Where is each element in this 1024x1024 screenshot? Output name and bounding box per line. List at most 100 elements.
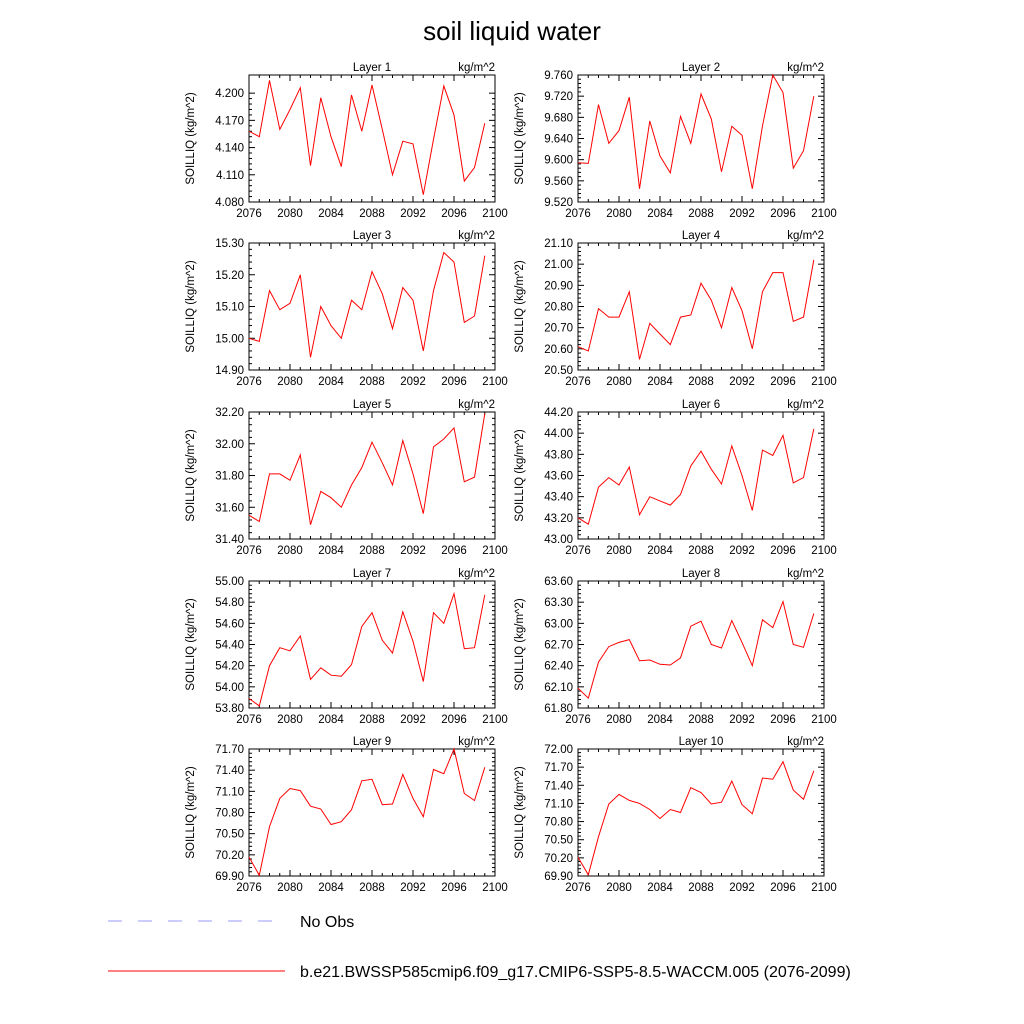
x-tick-label: 2080	[606, 545, 632, 557]
panel-layer-2: Layer 2 kg/m^2 SOILLIQ (kg/m^2) 2076 2080 208…	[514, 62, 837, 220]
y-tick-label: 43.40	[544, 492, 573, 504]
y-tick-label: 63.60	[544, 576, 573, 588]
x-tick-label: 2088	[359, 545, 385, 557]
panel-units: kg/m^2	[458, 736, 495, 748]
x-tick-label: 2084	[318, 376, 344, 388]
panel-title: Layer 3	[353, 230, 391, 242]
y-tick-label: 15.10	[215, 302, 244, 314]
y-tick-label: 44.20	[544, 407, 573, 419]
y-tick-label: 54.00	[215, 682, 244, 694]
y-tick-label: 54.60	[215, 618, 244, 630]
y-tick-label: 70.50	[215, 829, 244, 841]
y-tick-label: 71.40	[215, 765, 244, 777]
x-tick-label: 2088	[359, 208, 385, 220]
x-tick-label: 2092	[729, 376, 755, 388]
x-tick-label: 2084	[318, 714, 344, 726]
y-tick-label: 71.10	[215, 786, 244, 798]
x-tick-label: 2096	[441, 376, 467, 388]
y-axis-label: SOILLIQ (kg/m^2)	[514, 92, 526, 184]
y-tick-label: 4.110	[216, 170, 244, 182]
series-line-model	[577, 599, 815, 700]
panel-units: kg/m^2	[787, 568, 824, 580]
series-line-model	[248, 80, 486, 195]
y-tick-label: 70.80	[215, 808, 244, 820]
y-tick-label: 54.80	[215, 597, 244, 609]
panel-title: Layer 2	[682, 62, 720, 74]
y-tick-label: 9.560	[544, 176, 573, 188]
y-tick-label: 9.720	[544, 91, 573, 103]
panel-units: kg/m^2	[458, 62, 495, 74]
x-tick-label: 2088	[359, 714, 385, 726]
y-tick-label: 31.80	[215, 471, 244, 483]
x-tick-label: 2076	[236, 714, 262, 726]
y-tick-label: 62.40	[544, 661, 573, 673]
y-tick-label: 63.00	[544, 618, 573, 630]
legend-model-label: b.e21.BWSSP585cmip6.f09_g17.CMIP6-SSP5-8…	[300, 964, 851, 981]
x-tick-label: 2096	[770, 714, 796, 726]
x-tick-label: 2100	[811, 545, 837, 557]
x-tick-label: 2080	[606, 714, 632, 726]
panel-title: Layer 6	[682, 399, 720, 411]
panel-layer-9: Layer 9 kg/m^2 SOILLIQ (kg/m^2) 2076 2080 208…	[185, 736, 508, 894]
y-tick-label: 71.70	[544, 762, 573, 774]
x-tick-label: 2080	[277, 714, 303, 726]
y-tick-label: 43.60	[544, 471, 573, 483]
y-tick-label: 71.40	[544, 780, 573, 792]
y-tick-label: 4.170	[215, 115, 244, 127]
y-tick-label: 71.10	[544, 798, 573, 810]
figure-title: soil liquid water	[423, 16, 601, 46]
x-tick-label: 2084	[318, 545, 344, 557]
y-tick-label: 61.80	[544, 703, 573, 715]
y-tick-label: 70.50	[544, 835, 573, 847]
x-tick-label: 2076	[236, 882, 262, 894]
x-tick-label: 2092	[400, 376, 426, 388]
y-axis-label: SOILLIQ (kg/m^2)	[185, 598, 197, 690]
panel-title: Layer 1	[353, 62, 391, 74]
x-tick-label: 2092	[400, 208, 426, 220]
y-tick-label: 31.60	[215, 502, 244, 514]
y-tick-label: 9.520	[544, 197, 573, 209]
x-tick-label: 2092	[729, 545, 755, 557]
y-tick-label: 70.20	[215, 850, 244, 862]
series-line-model	[248, 413, 486, 525]
x-tick-label: 2084	[647, 545, 673, 557]
panel-units: kg/m^2	[787, 736, 824, 748]
plot-frame	[248, 242, 496, 371]
plot-frame	[577, 411, 825, 540]
y-tick-label: 20.60	[544, 344, 573, 356]
series-line-model	[248, 251, 486, 358]
x-tick-label: 2096	[441, 882, 467, 894]
y-tick-label: 9.680	[544, 112, 573, 124]
y-tick-label: 69.90	[215, 871, 244, 883]
x-tick-label: 2080	[277, 376, 303, 388]
x-tick-label: 2096	[770, 376, 796, 388]
x-tick-label: 2100	[482, 545, 508, 557]
y-tick-label: 15.00	[215, 333, 244, 345]
x-tick-label: 2100	[482, 376, 508, 388]
x-tick-label: 2088	[688, 714, 714, 726]
panel-layer-4: Layer 4 kg/m^2 SOILLIQ (kg/m^2) 2076 2080 208…	[514, 230, 837, 388]
series-line-model	[577, 259, 815, 360]
y-tick-label: 71.70	[215, 744, 244, 756]
y-tick-label: 63.30	[544, 597, 573, 609]
chart-panels: Layer 1 kg/m^2 SOILLIQ (kg/m^2) 2076 2080 208…	[185, 62, 837, 894]
x-tick-label: 2092	[400, 882, 426, 894]
x-tick-label: 2100	[482, 882, 508, 894]
x-tick-label: 2096	[770, 545, 796, 557]
panel-title: Layer 4	[682, 230, 721, 242]
y-tick-label: 15.20	[215, 270, 244, 282]
y-tick-label: 62.70	[544, 640, 573, 652]
legend: No Obs b.e21.BWSSP585cmip6.f09_g17.CMIP6…	[108, 914, 851, 981]
x-tick-label: 2080	[606, 882, 632, 894]
x-tick-label: 2088	[359, 882, 385, 894]
x-tick-label: 2088	[688, 545, 714, 557]
x-tick-label: 2092	[729, 714, 755, 726]
x-tick-label: 2084	[647, 714, 673, 726]
y-tick-label: 32.00	[215, 439, 244, 451]
x-tick-label: 2076	[236, 208, 262, 220]
x-tick-label: 2100	[811, 714, 837, 726]
x-tick-label: 2096	[770, 208, 796, 220]
y-tick-label: 31.40	[215, 534, 244, 546]
y-axis-label: SOILLIQ (kg/m^2)	[514, 260, 526, 352]
panel-units: kg/m^2	[787, 230, 824, 242]
